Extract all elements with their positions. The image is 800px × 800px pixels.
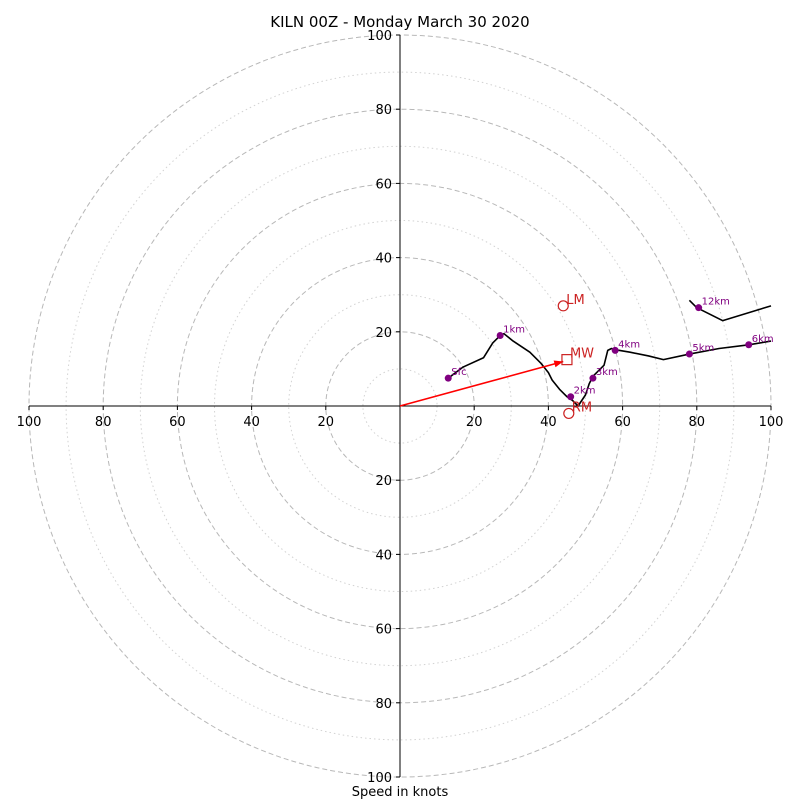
tick-labels: 20 20 20 20 40 40 40 40 60 60 60 60 80 80 80 80 100 100 10… <box>17 29 784 786</box>
mw-marker <box>561 354 573 366</box>
height-marker-point <box>745 341 753 349</box>
y-tick-label: 60 <box>375 177 392 192</box>
height-marker-point <box>695 304 703 312</box>
rm-marker <box>563 407 575 420</box>
y-tick-label: 60 <box>375 623 392 638</box>
y-tick-label: 40 <box>375 548 392 563</box>
y-tick-label: 20 <box>375 326 392 341</box>
height-marker-label: 6km <box>752 334 774 345</box>
height-marker-point <box>685 350 693 358</box>
x-axis-label: Speed in knots <box>352 785 449 800</box>
lm-marker <box>557 300 569 312</box>
x-tick-label: 20 <box>466 415 483 430</box>
height-marker-label: 5km <box>692 343 714 354</box>
x-tick-label: 80 <box>689 415 706 430</box>
height-marker-label: 4km <box>618 339 640 350</box>
chart-title: KILN 00Z - Monday March 30 2020 <box>270 13 529 31</box>
lm-label: LM <box>566 293 584 308</box>
x-tick-label: 80 <box>95 415 112 430</box>
height-marker-label: 12km <box>702 297 730 308</box>
hodograph-trace <box>447 299 772 407</box>
mw-label: MW <box>570 347 594 362</box>
x-tick-label: 60 <box>169 415 186 430</box>
y-tick-label: 80 <box>375 103 392 118</box>
height-marker-point <box>496 332 504 340</box>
x-tick-label: 100 <box>17 415 42 430</box>
y-tick-label: 40 <box>375 252 392 267</box>
y-tick-label: 20 <box>375 474 392 489</box>
storm-motion-markers: LM MW RM <box>399 293 594 420</box>
rm-label: RM <box>572 400 592 415</box>
x-tick-label: 40 <box>243 415 260 430</box>
mean-wind-arrowhead <box>553 360 564 368</box>
y-tick-label: 100 <box>367 29 392 44</box>
y-tick-label: 100 <box>367 771 392 786</box>
x-tick-label: 60 <box>614 415 631 430</box>
x-tick-label: 40 <box>540 415 557 430</box>
height-marker-point <box>444 374 452 382</box>
y-tick-label: 80 <box>375 697 392 712</box>
height-marker-point <box>589 374 597 382</box>
height-marker-label: 1km <box>503 325 525 336</box>
height-marker-label: 2km <box>574 386 596 397</box>
height-marker-point <box>611 346 619 354</box>
hodograph-upper-line <box>688 299 772 322</box>
x-tick-label: 100 <box>759 415 784 430</box>
height-marker-label: Sfc <box>451 367 466 378</box>
height-marker-point <box>567 393 575 401</box>
x-tick-label: 20 <box>318 415 335 430</box>
mean-wind-arrow <box>399 360 564 407</box>
height-marker-label: 3km <box>596 367 618 378</box>
